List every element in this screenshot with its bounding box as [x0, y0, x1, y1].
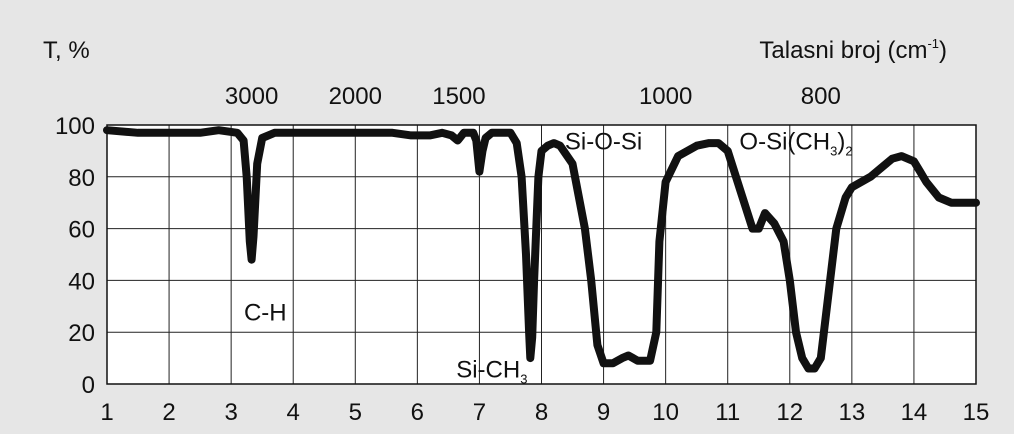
y-tick-label: 40	[68, 268, 95, 295]
series-group	[103, 126, 980, 373]
x-tick-label: 9	[597, 399, 610, 426]
x-tick-label: 6	[411, 399, 424, 426]
x-tick-label: 5	[349, 399, 362, 426]
x-tick-label: 4	[287, 399, 300, 426]
x-tick-label: 13	[839, 399, 866, 426]
x-tick-label: 12	[776, 399, 803, 426]
x-tick-labels: 1 2 3 4 5 6 7 8 9 10 11 12 13 14 15	[100, 399, 989, 426]
peak-annotation: C-H	[244, 299, 287, 326]
x-tick-label: 2	[162, 399, 175, 426]
x-axis-top-title: Talasni broj (cm-1)	[759, 36, 947, 64]
x-axis-top-title-sup: -1	[927, 36, 939, 51]
top-tick-label: 1500	[432, 83, 485, 110]
top-tick-label: 3000	[225, 83, 278, 110]
x-tick-label: 7	[473, 399, 486, 426]
x-tick-label: 14	[901, 399, 928, 426]
y-tick-label: 0	[82, 372, 95, 399]
x-tick-label: 3	[224, 399, 237, 426]
x-tick-label: 1	[100, 399, 113, 426]
x-tick-label: 15	[963, 399, 990, 426]
annotations: C-H Si-CH3 Si-O-Si O-Si(CH3)2	[244, 129, 853, 387]
x-tick-label: 8	[535, 399, 548, 426]
peak-annotation: O-Si(CH3)2	[739, 129, 852, 159]
x-axis-top-title-main: Talasni broj (cm	[759, 37, 927, 64]
transmittance-line	[103, 126, 980, 373]
x-tick-label: 10	[652, 399, 679, 426]
top-tick-label: 2000	[329, 83, 382, 110]
y-tick-labels: 0 20 40 60 80 100	[55, 113, 95, 399]
plot-frame	[106, 124, 977, 385]
top-tick-labels: 3000 2000 1500 1000 800	[225, 83, 841, 110]
peak-annotation: Si-CH3	[456, 356, 527, 386]
top-tick-label: 800	[801, 83, 841, 110]
x-tick-label: 11	[715, 399, 740, 426]
y-tick-label: 60	[68, 217, 95, 244]
top-tick-label: 1000	[639, 83, 692, 110]
peak-annotation: Si-O-Si	[565, 129, 642, 156]
x-axis-top-title-close: )	[939, 37, 947, 64]
y-tick-label: 100	[55, 113, 95, 140]
y-tick-label: 80	[68, 165, 95, 192]
y-axis-title: T, %	[43, 37, 90, 64]
y-tick-label: 20	[68, 320, 95, 347]
